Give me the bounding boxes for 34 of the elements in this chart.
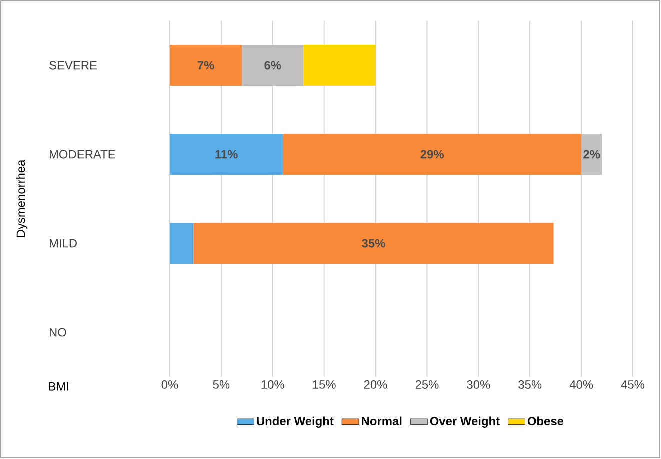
x-tick-label: 25% — [416, 380, 439, 389]
y-axis-title: Dysmenorrhea — [16, 160, 28, 238]
x-tick-label: 15% — [313, 380, 336, 389]
y-tick-label: MILD — [50, 239, 77, 248]
y-tick-label: SEVERE — [50, 61, 97, 70]
x-tick-label: 30% — [467, 380, 490, 389]
y-tick-label: MODERATE — [50, 150, 116, 159]
data-label: 35% — [362, 239, 386, 248]
bar — [304, 45, 376, 86]
bar — [170, 223, 194, 264]
data-label: 6% — [264, 61, 282, 70]
x-tick-label: 10% — [262, 380, 284, 389]
x-tick-label: 35% — [518, 380, 542, 389]
bar — [170, 45, 242, 86]
data-label: 7% — [198, 61, 214, 70]
x-tick-label: 5% — [213, 380, 230, 389]
legend-label: Under Weight — [257, 416, 334, 428]
legend-label: Over Weight — [430, 416, 500, 428]
bar — [582, 134, 602, 175]
bar — [242, 45, 304, 86]
x-axis-title: BMI — [49, 382, 68, 391]
x-tick-label: 40% — [570, 380, 594, 389]
y-tick-label: NO — [50, 328, 66, 337]
legend-label: Obese — [528, 416, 564, 426]
bar — [170, 134, 284, 175]
x-tick-label: 45% — [621, 380, 645, 389]
bar — [283, 134, 582, 175]
bar — [194, 223, 554, 264]
data-label: 2% — [584, 150, 600, 159]
data-label: 29% — [420, 150, 444, 159]
x-tick-label: 20% — [364, 380, 388, 389]
legend-label: Normal — [362, 416, 402, 426]
x-tick-label: 0% — [162, 380, 178, 389]
data-label: 11% — [216, 150, 238, 159]
